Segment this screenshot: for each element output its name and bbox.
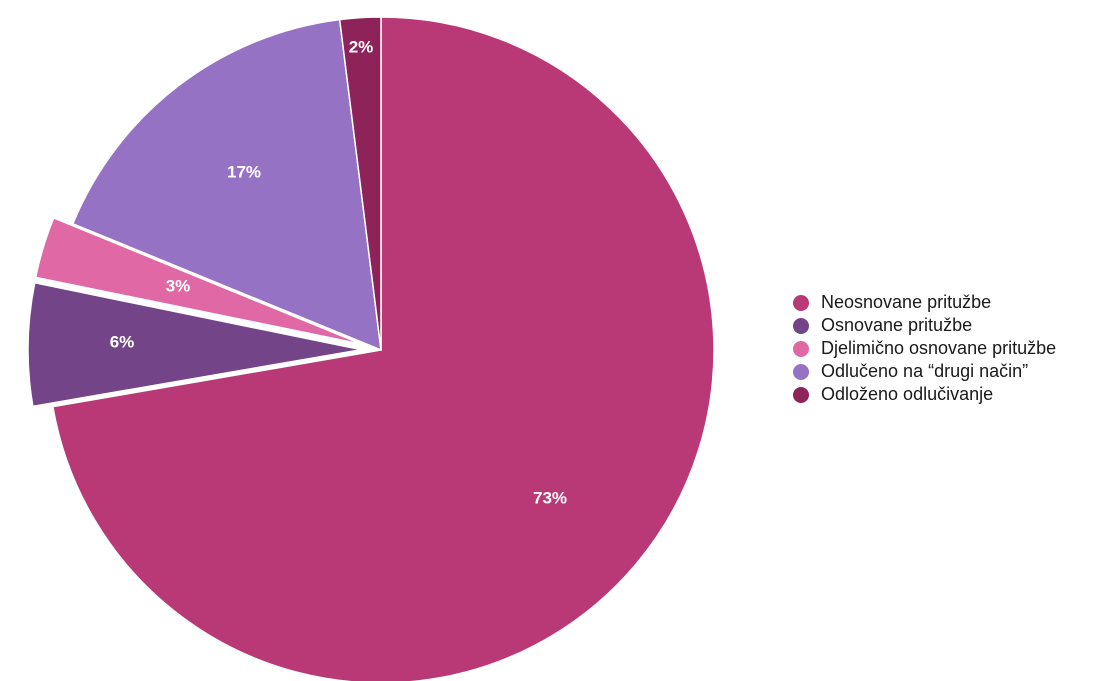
legend-label: Neosnovane pritužbe — [821, 292, 992, 312]
legend-color-swatch — [793, 386, 809, 403]
legend-item-djelimicno: Djelimično osnovane pritužbe — [793, 337, 1056, 360]
legend-label: Djelimično osnovane pritužbe — [821, 338, 1057, 358]
legend-item-odlozeno: Odloženo odlučivanje — [793, 383, 1056, 406]
legend-label: Odlučeno na “drugi način” — [821, 361, 1029, 381]
legend-item-osnovane: Osnovane pritužbe — [793, 314, 1056, 337]
slice-label-odlozeno: 2% — [349, 38, 374, 57]
legend-color-swatch — [793, 363, 809, 380]
legend-item-neosnovane: Neosnovane pritužbe — [793, 291, 1056, 314]
pie-slice-djelimicno — [34, 216, 363, 345]
legend-item-drugi-nacin: Odlučeno na “drugi način” — [793, 360, 1056, 383]
pie-slice-neosnovane — [51, 16, 715, 681]
pie-slice-osnovane — [27, 281, 362, 408]
pie-slices — [27, 16, 715, 681]
chart-legend: Neosnovane pritužbe Osnovane pritužbe Dj… — [793, 291, 1056, 406]
slice-label-neosnovane: 73% — [533, 489, 567, 508]
pie-slice-odlozeno — [338, 16, 382, 351]
pie-slice-drugi-nacin — [71, 18, 382, 352]
slice-label-osnovane: 6% — [110, 333, 135, 352]
slice-label-djelimicno: 3% — [166, 277, 191, 296]
legend-label: Odloženo odlučivanje — [821, 384, 994, 404]
legend-color-swatch — [793, 340, 809, 357]
legend-color-swatch — [793, 317, 809, 334]
legend-label: Osnovane pritužbe — [821, 315, 973, 335]
pie-slice-labels: 73% 6% 3% 17% 2% — [110, 38, 567, 508]
slice-label-drugi-nacin: 17% — [227, 163, 261, 182]
legend-color-swatch — [793, 294, 809, 311]
